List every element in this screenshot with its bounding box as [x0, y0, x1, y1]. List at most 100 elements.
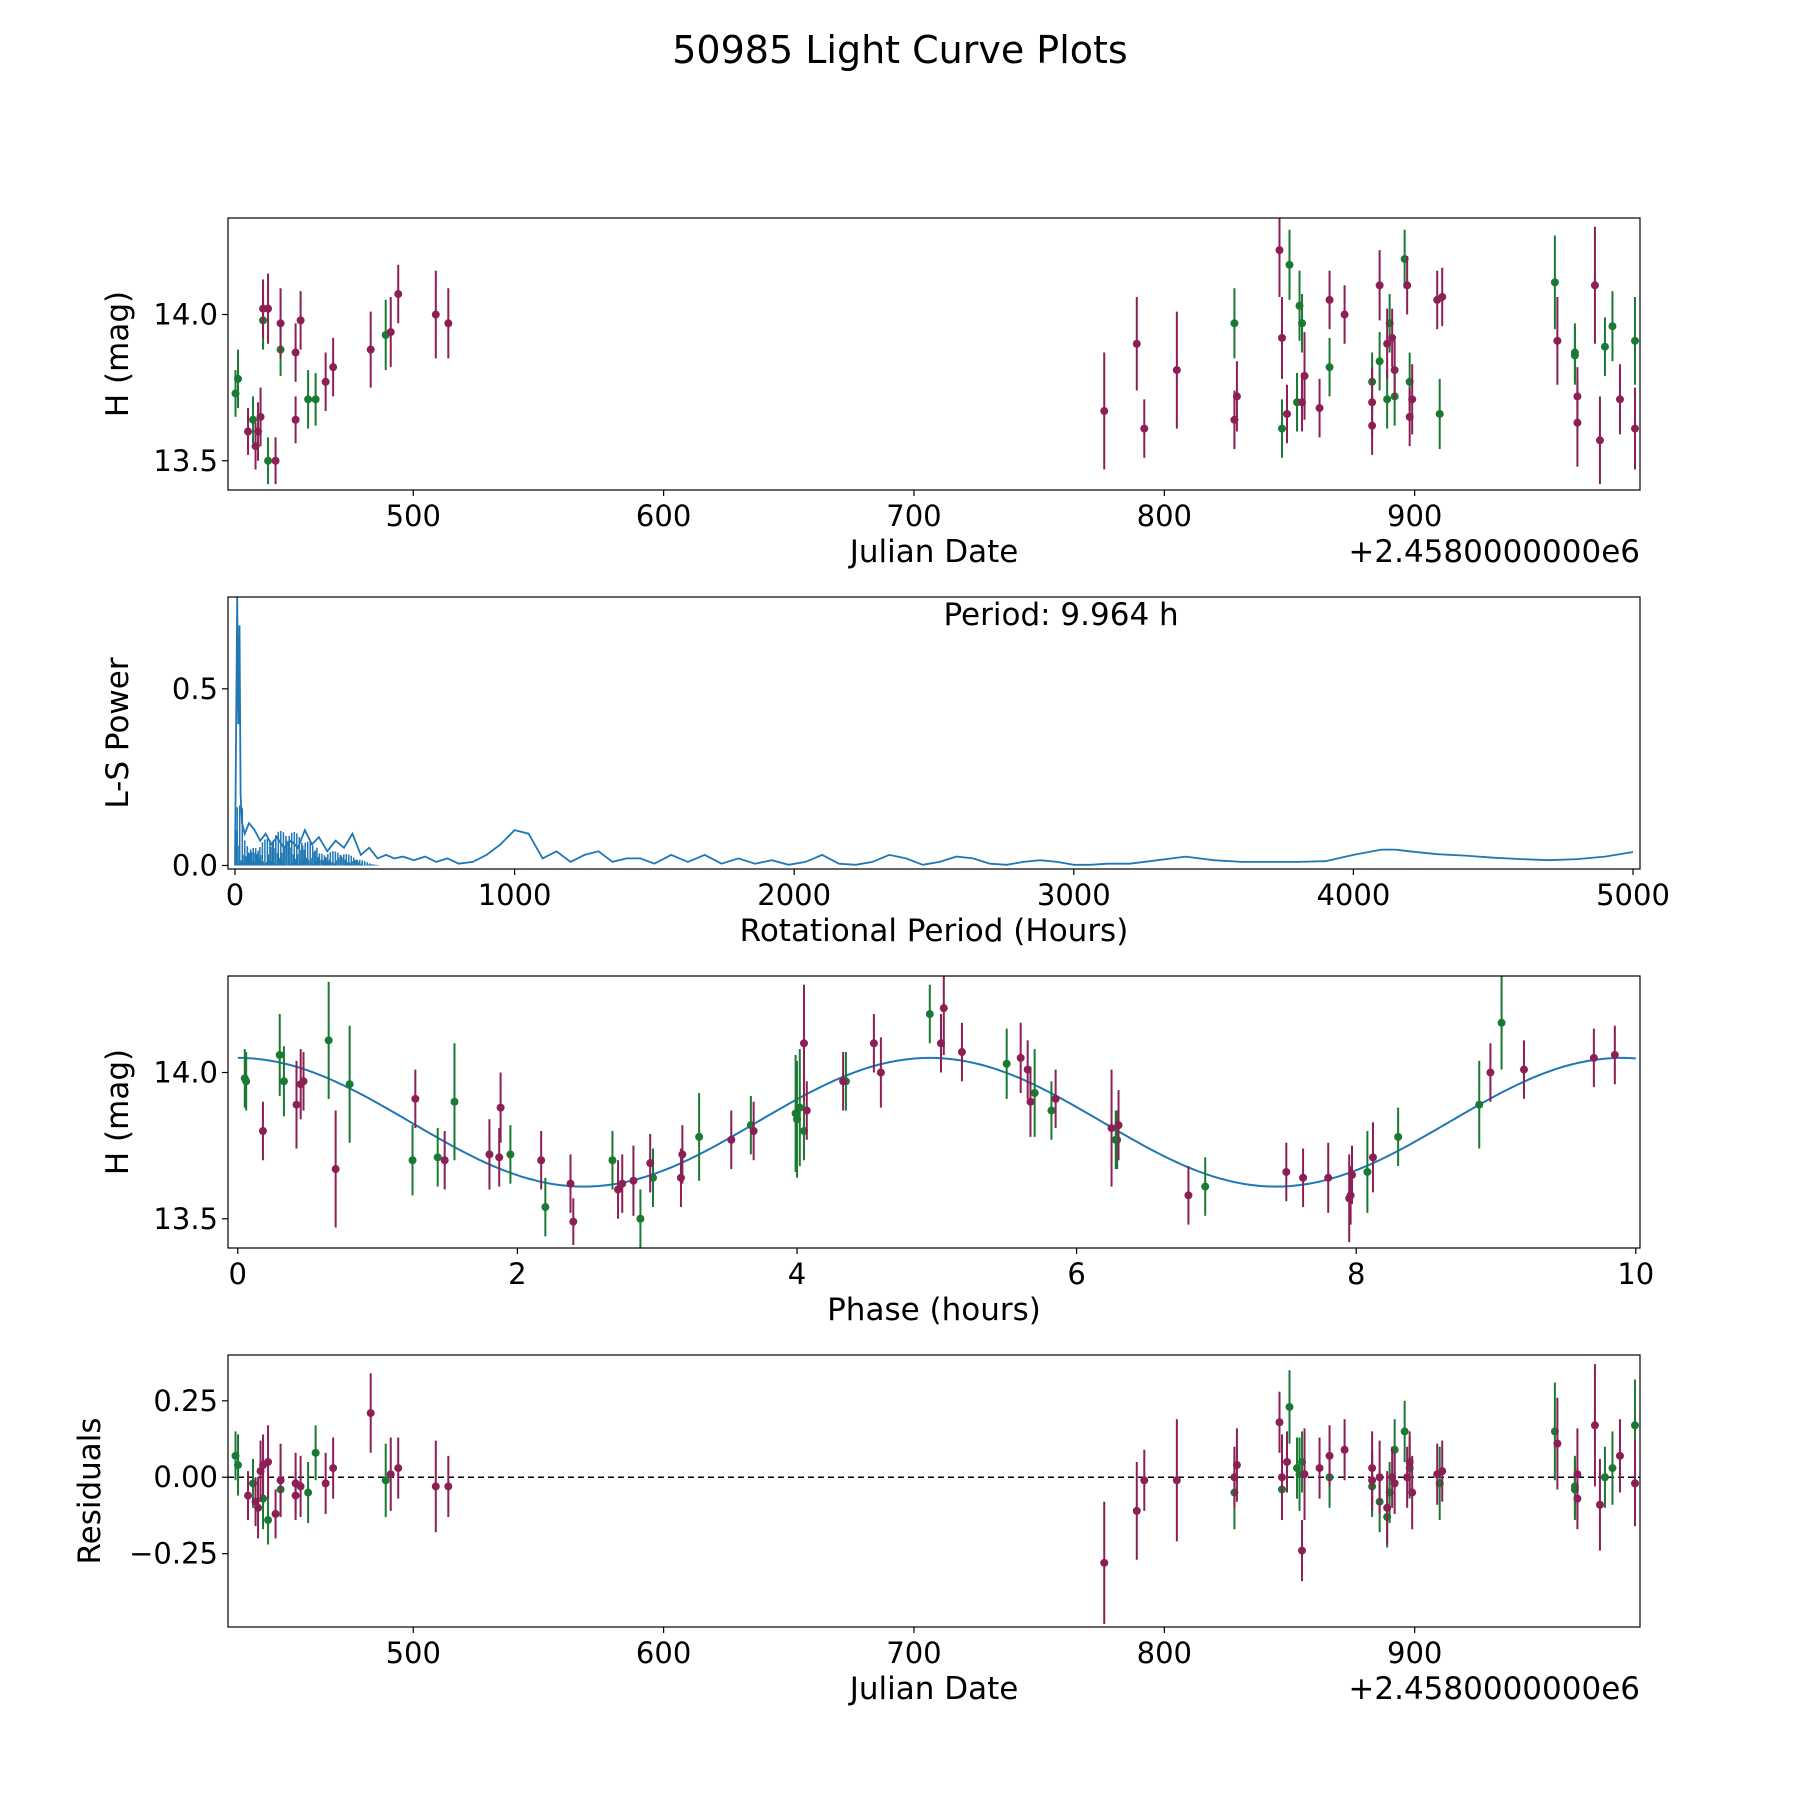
phased-xlabel: Phase (hours) — [827, 1292, 1041, 1328]
residuals-magenta-point — [444, 1482, 453, 1491]
lightcurve-xtick-label: 800 — [1137, 499, 1192, 533]
lightcurve-xlabel: Julian Date — [848, 534, 1019, 570]
residuals-green-point — [1285, 1402, 1294, 1411]
phased-magenta-point — [1051, 1094, 1060, 1103]
residuals-magenta-point — [1615, 1451, 1624, 1460]
phased-green-point — [1113, 1135, 1122, 1144]
phased-magenta-point — [799, 1039, 808, 1048]
phased-magenta-point — [957, 1048, 966, 1057]
phased-magenta-point — [939, 1004, 948, 1013]
lightcurve-magenta-point — [264, 304, 273, 313]
phased-green-point — [275, 1050, 284, 1059]
residuals-green-point — [311, 1448, 320, 1457]
lightcurve-ylabel: H (mag) — [100, 291, 136, 417]
phased-magenta-point — [1610, 1050, 1619, 1059]
residuals-magenta-point — [1277, 1473, 1286, 1482]
lightcurve-magenta-point — [1383, 339, 1392, 348]
residuals-magenta-point — [1383, 1503, 1392, 1512]
phased-magenta-point — [495, 1153, 504, 1162]
phased-magenta-point — [1589, 1053, 1598, 1062]
lightcurve-green-point — [311, 395, 320, 404]
phased-magenta-point — [839, 1077, 848, 1086]
residuals-magenta-point — [276, 1476, 285, 1485]
phased-magenta-point — [1348, 1170, 1357, 1179]
lightcurve-magenta-point — [1172, 366, 1181, 375]
residuals-ylabel: Residuals — [72, 1417, 108, 1564]
lightcurve-offset-label: +2.4580000000e6 — [1348, 534, 1640, 570]
lightcurve-magenta-point — [1388, 333, 1397, 342]
lightcurve-xtick-label: 700 — [886, 499, 941, 533]
phased-green-point — [608, 1156, 617, 1165]
lightcurve-magenta-point — [1615, 395, 1624, 404]
periodogram-xtick-label: 5000 — [1596, 878, 1670, 912]
residuals-magenta-point — [386, 1470, 395, 1479]
lightcurve-magenta-point — [1232, 392, 1241, 401]
lightcurve-magenta-point — [271, 456, 280, 465]
lightcurve-magenta-point — [276, 319, 285, 328]
phased-ytick-label: 13.5 — [153, 1202, 218, 1236]
residuals-magenta-point — [321, 1479, 330, 1488]
lightcurve-magenta-point — [1100, 407, 1109, 416]
phased-xtick-label: 8 — [1347, 1257, 1365, 1291]
residuals-magenta-point — [1390, 1479, 1399, 1488]
residuals-frame — [227, 1354, 1641, 1628]
lightcurve-green-point — [1608, 322, 1617, 331]
phased-panel: 0 2 4 6 8 10 13.5 14.0 Phase (hours) H (mag) — [100, 975, 1654, 1328]
residuals-green-point — [1608, 1464, 1617, 1473]
residuals-magenta-point — [1553, 1439, 1562, 1448]
residuals-magenta-point — [264, 1457, 273, 1466]
lightcurve-data — [231, 218, 1639, 485]
lightcurve-magenta-point — [1275, 246, 1284, 255]
phased-green-point — [1002, 1059, 1011, 1068]
lightcurve-frame — [227, 217, 1641, 491]
lightcurve-magenta-point — [1300, 371, 1309, 380]
phased-magenta-point — [440, 1156, 449, 1165]
residuals-magenta-point — [1590, 1421, 1599, 1430]
phased-magenta-point — [1324, 1173, 1333, 1182]
residuals-magenta-point — [1140, 1476, 1149, 1485]
phased-magenta-point — [1114, 1121, 1123, 1130]
periodogram-panel: 0 1000 2000 3000 4000 5000 0.0 0.5 Rotational Pe… — [100, 596, 1670, 949]
residuals-magenta-point — [1368, 1476, 1377, 1485]
lightcurve-magenta-point — [291, 348, 300, 357]
phased-green-point — [242, 1077, 251, 1086]
lightcurve-green-point — [1277, 424, 1286, 433]
phased-green-point — [1047, 1106, 1056, 1115]
residuals-magenta-point — [1300, 1470, 1309, 1479]
lightcurve-magenta-point — [1277, 333, 1286, 342]
phased-magenta-point — [537, 1156, 546, 1165]
phased-green-point — [695, 1132, 704, 1141]
phased-green-point — [1394, 1132, 1403, 1141]
lightcurve-magenta-point — [296, 316, 305, 325]
phased-green-point — [1201, 1182, 1210, 1191]
residuals-magenta-point — [1232, 1461, 1241, 1470]
lightcurve-magenta-point — [244, 427, 253, 436]
residuals-ytick-label: −0.25 — [129, 1537, 218, 1571]
periodogram-series-line — [234, 597, 1634, 866]
phased-green-point — [1475, 1100, 1484, 1109]
lightcurve-magenta-point — [1132, 339, 1141, 348]
residuals-ytick-label: 0.25 — [153, 1384, 218, 1418]
residuals-xlabel: Julian Date — [848, 1671, 1019, 1707]
phased-magenta-point — [411, 1094, 420, 1103]
lightcurve-green-point — [264, 456, 273, 465]
lightcurve-magenta-point — [386, 328, 395, 337]
lightcurve-magenta-point — [1403, 281, 1412, 290]
phased-green-point — [795, 1103, 804, 1112]
lightcurve-xtick-label: 500 — [386, 499, 441, 533]
phased-magenta-point — [1519, 1065, 1528, 1074]
lightcurve-magenta-point — [1553, 336, 1562, 345]
residuals-green-point — [1400, 1427, 1409, 1436]
periodogram-xtick-label: 2000 — [757, 878, 831, 912]
phased-magenta-point — [614, 1185, 623, 1194]
phased-magenta-point — [331, 1165, 340, 1174]
phased-magenta-point — [258, 1127, 267, 1136]
lightcurve-magenta-point — [1315, 404, 1324, 413]
lightcurve-magenta-point — [1375, 281, 1384, 290]
residuals-green-point — [1630, 1421, 1639, 1430]
phased-magenta-point — [1026, 1097, 1035, 1106]
lightcurve-magenta-point — [329, 363, 338, 372]
residuals-xtick-label: 900 — [1387, 1636, 1442, 1670]
